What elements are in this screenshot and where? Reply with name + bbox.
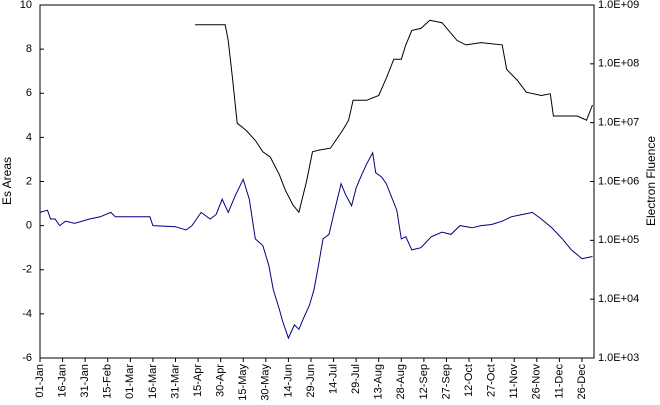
x-tick-label: 12-Oct — [463, 364, 475, 397]
x-tick-label: 16-Mar — [147, 364, 159, 399]
y-tick-label: 2 — [26, 175, 32, 187]
y2-tick-label: 1.0E+09 — [598, 0, 639, 11]
y-axis-title: Es Areas — [0, 157, 14, 205]
x-tick-label: 15-Apr — [192, 364, 204, 397]
y2-tick-label: 1.0E+08 — [598, 58, 639, 70]
y-tick-label: 4 — [26, 131, 32, 143]
x-tick-label: 11-Nov — [508, 364, 520, 399]
data-line — [39, 151, 593, 340]
x-tick-label: 13-Aug — [373, 364, 385, 399]
plot-frame — [39, 4, 595, 359]
x-tick-label: 29-Jul — [350, 364, 362, 394]
x-tick-label: 27-Sep — [440, 364, 452, 399]
y-tick-label: 8 — [26, 43, 32, 55]
y-tick-label: -6 — [22, 352, 32, 364]
x-tick-label: 15-Feb — [102, 364, 114, 399]
y2-tick-label: 1.0E+07 — [598, 117, 639, 129]
y-tick-label: 0 — [26, 220, 32, 232]
x-tick-label: 15-May — [237, 364, 249, 401]
x-tick-label: 26-Dec — [576, 364, 588, 400]
y-tick-label: 10 — [20, 0, 32, 11]
x-tick-label: 31-Mar — [169, 364, 181, 399]
y2-tick-label: 1.0E+05 — [598, 234, 639, 246]
x-tick-label: 01-Mar — [124, 364, 136, 399]
x-tick-label: 12-Sep — [418, 364, 430, 399]
x-tick-label: 26-Nov — [531, 364, 543, 400]
x-tick-label: 14-Jul — [327, 364, 339, 394]
x-tick-label: 30-May — [260, 364, 272, 401]
y2-tick-label: 1.0E+04 — [598, 293, 639, 305]
y-tick-label: -4 — [22, 308, 32, 320]
x-tick-label: 01-Jan — [34, 364, 46, 398]
x-tick-label: 29-Jun — [305, 364, 317, 398]
x-tick-label: 14-Jun — [282, 364, 294, 398]
y2-tick-label: 1.0E+03 — [598, 352, 639, 364]
data-line — [195, 19, 593, 214]
x-tick-label: 28-Aug — [395, 364, 407, 399]
x-tick-label: 30-Apr — [215, 364, 227, 397]
y2-tick-label: 1.0E+06 — [598, 175, 639, 187]
y-tick-label: -2 — [22, 264, 32, 276]
x-tick-label: 11-Dec — [553, 364, 565, 399]
x-tick-label: 31-Jan — [79, 364, 91, 398]
x-tick-label: 27-Oct — [486, 364, 498, 397]
y2-axis-title: Electron Fluence — [644, 136, 658, 226]
x-tick-label: 16-Jan — [56, 364, 68, 398]
y-tick-label: 6 — [26, 87, 32, 99]
